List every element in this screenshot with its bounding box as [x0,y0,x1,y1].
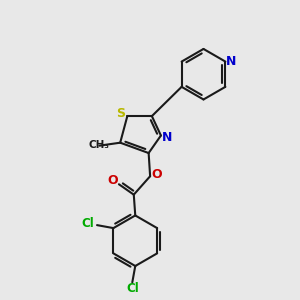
Text: N: N [162,130,172,143]
Text: Cl: Cl [127,282,139,296]
Text: CH₃: CH₃ [88,140,109,150]
Text: S: S [116,107,125,120]
Text: O: O [152,168,162,181]
Text: O: O [108,174,118,187]
Text: Cl: Cl [82,217,94,230]
Text: N: N [226,55,236,68]
